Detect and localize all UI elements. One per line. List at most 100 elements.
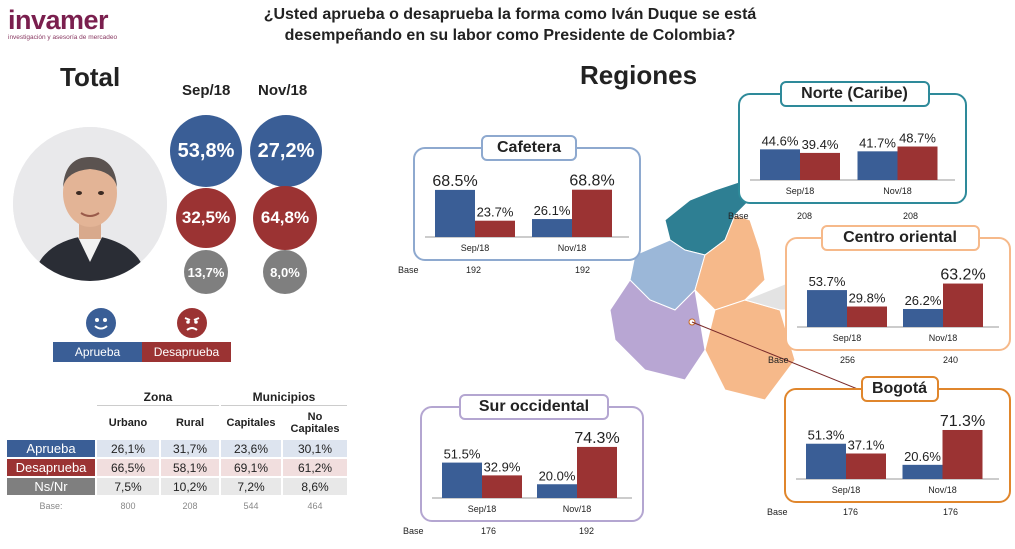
nsnr-nov18-bubble: 8,0% — [263, 250, 307, 294]
region-title-cafetera: Cafetera — [481, 135, 577, 161]
region-chart-centro-oriental: 53.7%29.8% Sep/18 26.2% 63.2% Nov/18 — [797, 267, 999, 343]
data-label-desaprueba-Sep18: 29.8% — [849, 291, 886, 306]
logo-tagline: investigación y asesoría de mercadeo — [8, 34, 118, 41]
data-label-desaprueba-Sep18: 32.9% — [484, 459, 521, 474]
data-label-aprueba-Nov18: 26.2% — [905, 293, 942, 308]
base-nocapitales: 464 — [307, 500, 323, 511]
bar-desaprueba-Nov18 — [942, 429, 983, 479]
data-label-aprueba-Sep18: 68.5% — [432, 173, 477, 190]
tick-label-Sep18: Sep/18 — [833, 333, 862, 343]
tick-label-Nov18: Nov/18 — [558, 243, 587, 253]
row-label-aprueba: Aprueba — [7, 440, 95, 457]
row-label-desaprueba: Desaprueba — [7, 459, 95, 476]
bar-desaprueba-Nov18 — [897, 146, 938, 180]
base-label: Base: — [39, 500, 63, 511]
col-header-rural: Rural — [175, 417, 205, 429]
base-label-sur-occidental: Base — [403, 526, 424, 536]
bar-aprueba-Sep18 — [806, 443, 846, 479]
region-title-centro-oriental: Centro oriental — [820, 225, 980, 251]
base-nov18-norte-caribe: 208 — [903, 211, 919, 221]
cell-desaprueba-capitales: 69,1% — [233, 460, 269, 475]
cell-aprueba-nocapitales: 30,1% — [297, 441, 333, 456]
region-chart-cafetera: 68.5%23.7% Sep/18 26.1% 68.8% Nov/18 — [425, 173, 629, 253]
bar-aprueba-Nov18 — [903, 308, 943, 327]
cell-nsnr-capitales: 7,2% — [237, 479, 265, 494]
data-label-desaprueba-Nov18: 68.8% — [569, 173, 614, 190]
base-sep18-centro-oriental: 256 — [840, 355, 856, 365]
region-panel-centro-oriental: Centro oriental 53.7% 29.8% Sep/18 26.2% 63.2… — [785, 225, 1011, 351]
col-header-capitales: Capitales — [226, 417, 276, 429]
aprueba-sep18-bubble: 53,8% — [170, 115, 242, 187]
logo-brand: invamer — [8, 5, 109, 35]
bar-desaprueba-Sep18 — [847, 306, 887, 327]
zona-municipios-table: Zona Municipios Urbano Rural Capitales N… — [5, 386, 349, 516]
invamer-logo: invamer investigación y asesoría de merc… — [8, 6, 118, 41]
data-label-aprueba-Nov18: 20.6% — [904, 449, 941, 464]
bar-aprueba-Nov18 — [532, 219, 572, 237]
region-chart-norte-caribe: 44.6% 39.4% Sep/18 41.7% 48.7% Nov/18 — [750, 131, 955, 196]
region-title-bogot: Bogotá — [860, 376, 939, 402]
base-label-centro-oriental: Base — [768, 355, 789, 365]
bar-desaprueba-Sep18 — [475, 220, 515, 237]
data-label-aprueba-Nov18: 20.0% — [539, 468, 576, 483]
base-urbano: 800 — [120, 500, 136, 511]
cell-nsnr-nocapitales: 8,6% — [301, 479, 329, 494]
legend-desaprueba: Desaprueba — [142, 342, 231, 362]
question-title: ¿Usted aprueba o desaprueba la forma com… — [170, 4, 850, 46]
data-label-desaprueba-Sep18: 37.1% — [848, 437, 885, 452]
angry-face-icon — [177, 308, 207, 338]
bar-aprueba-Sep18 — [442, 462, 482, 498]
data-label-desaprueba-Nov18: 63.2% — [940, 267, 985, 284]
bar-aprueba-Sep18 — [435, 189, 475, 237]
bar-desaprueba-Sep18 — [482, 475, 522, 498]
base-label-bogot: Base — [767, 507, 788, 517]
data-label-desaprueba-Nov18: 71.3% — [940, 413, 985, 430]
row-label-nsnr: Ns/Nr — [7, 478, 95, 495]
president-portrait — [13, 127, 167, 281]
bar-aprueba-Sep18 — [807, 290, 847, 327]
nsnr-sep18-bubble: 13,7% — [184, 250, 228, 294]
cell-desaprueba-nocapitales: 61,2% — [297, 460, 333, 475]
data-label-aprueba-Sep18: 53.7% — [809, 274, 846, 289]
tick-label-Nov18: Nov/18 — [928, 485, 957, 495]
legend-aprueba: Aprueba — [53, 342, 142, 362]
bar-aprueba-Nov18 — [902, 464, 943, 479]
desaprueba-nov18-bubble: 64,8% — [253, 186, 317, 250]
tick-label-Sep18: Sep/18 — [461, 243, 490, 253]
region-title-norte-caribe: Norte (Caribe) — [779, 81, 930, 107]
base-nov18-centro-oriental: 240 — [943, 355, 959, 365]
bar-desaprueba-Nov18 — [577, 446, 617, 498]
base-sep18-cafetera: 192 — [466, 265, 482, 275]
region-panel-sur-occidental: Sur occidental 51.5% 32.9% Sep/18 20.0% 74.3%… — [420, 394, 644, 522]
bar-desaprueba-Sep18 — [800, 152, 840, 180]
bar-desaprueba-Nov18 — [572, 189, 612, 237]
cell-desaprueba-urbano: 66,5% — [110, 460, 146, 475]
data-label-desaprueba-Sep18: 39.4% — [802, 137, 839, 152]
data-label-aprueba-Nov18: 26.1% — [534, 203, 571, 218]
data-label-desaprueba-Nov18: 48.7% — [899, 131, 936, 146]
col-header-urbano: Urbano — [108, 417, 148, 429]
region-title-sur-occidental: Sur occidental — [459, 394, 609, 420]
bar-aprueba-Sep18 — [760, 149, 800, 180]
col-header-no-capitales: No Capitales — [290, 411, 340, 435]
tick-label-Nov18: Nov/18 — [883, 186, 912, 196]
base-nov18-cafetera: 192 — [575, 265, 591, 275]
data-label-aprueba-Nov18: 41.7% — [859, 135, 896, 150]
region-chart-sur-occidental: 51.5%32.9% Sep/18 20.0% 74.3% Nov/18 — [432, 430, 632, 514]
data-label-aprueba-Sep18: 44.6% — [762, 133, 799, 148]
region-panel-norte-caribe: Norte (Caribe) 44.6% 39.4% Sep/18 41.7% 48.7%… — [738, 81, 967, 204]
tick-label-Nov18: Nov/18 — [563, 504, 592, 514]
period-nov18: Nov/18 — [258, 82, 308, 99]
bar-aprueba-Nov18 — [857, 151, 898, 180]
tick-label-Sep18: Sep/18 — [832, 485, 861, 495]
region-panel-bogot: Bogotá 51.3% 37.1% Sep/18 20.6% 71.3% Nov/18 — [784, 376, 1011, 503]
aprueba-nov18-bubble: 27,2% — [250, 115, 322, 187]
region-panel-cafetera: Cafetera 68.5% 23.7% Sep/18 26.1% 68.8% Nov/18 — [413, 135, 641, 261]
tick-label-Sep18: Sep/18 — [468, 504, 497, 514]
region-chart-bogot: 51.3%37.1% Sep/18 20.6% 71.3% Nov/18 — [796, 413, 999, 495]
data-label-desaprueba-Sep18: 23.7% — [477, 205, 514, 220]
base-capitales: 544 — [243, 500, 259, 511]
cell-aprueba-rural: 31,7% — [172, 441, 208, 456]
data-label-desaprueba-Nov18: 74.3% — [574, 430, 619, 447]
base-nov18-sur-occidental: 192 — [579, 526, 595, 536]
